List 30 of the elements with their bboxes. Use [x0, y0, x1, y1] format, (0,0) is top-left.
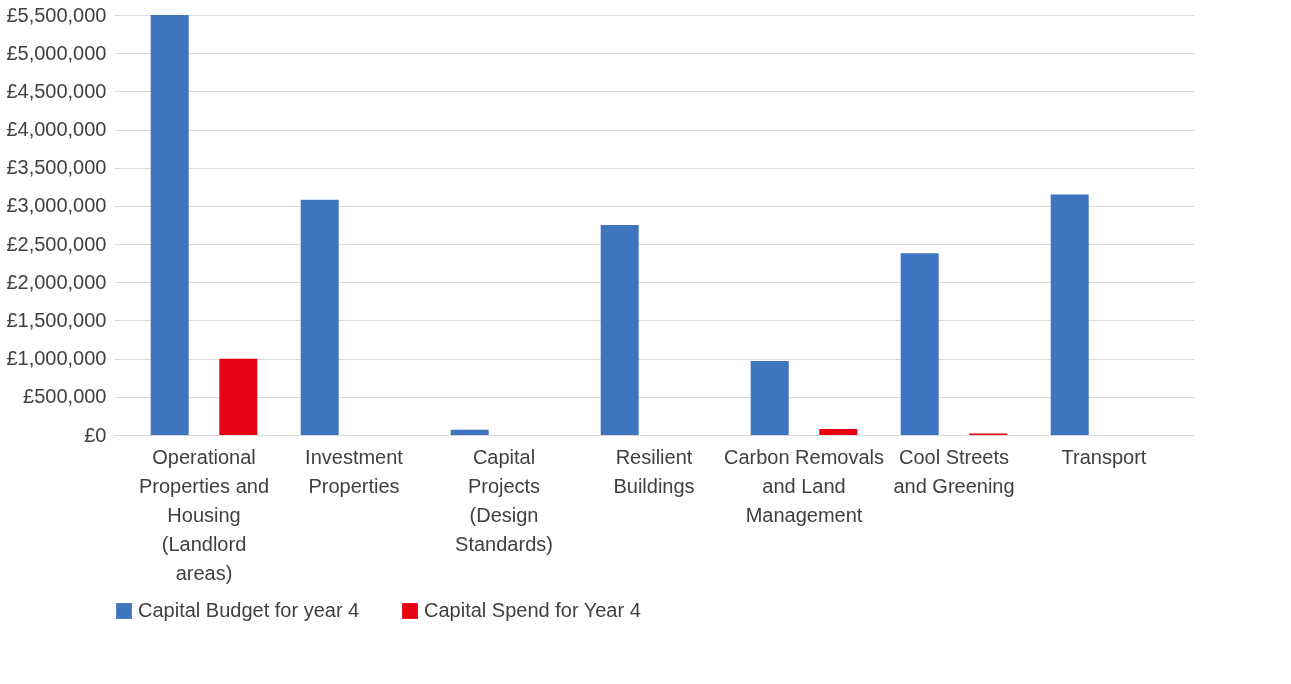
bar: [150, 15, 189, 435]
x-tick-label: Operational Properties and Housing (Landlord areas): [138, 445, 270, 584]
legend-label: Capital Budget for year 4: [138, 599, 360, 621]
bar: [750, 360, 789, 435]
y-tick-label: £2,000,000: [6, 270, 107, 293]
y-tick-label: £3,000,000: [6, 194, 107, 217]
bar: [819, 428, 858, 435]
y-tick-label: £500,000: [23, 385, 107, 408]
x-tick-label: Carbon Removals and Land Management: [723, 445, 885, 526]
x-tick-label: Investment Properties: [305, 445, 404, 497]
x-tick-label: Transport: [1061, 445, 1147, 468]
y-tick-label: £3,500,000: [6, 156, 107, 179]
y-tick-label: £1,000,000: [6, 347, 107, 370]
bar: [600, 225, 639, 435]
y-tick-label: £5,500,000: [6, 3, 107, 26]
bar: [1050, 194, 1089, 435]
y-tick-label: £2,500,000: [6, 232, 107, 255]
y-tick-label: £5,000,000: [6, 41, 107, 64]
bar: [900, 253, 939, 435]
y-tick-label: £0: [84, 423, 107, 446]
y-tick-label: £1,500,000: [6, 308, 107, 331]
x-tick-label: Cool Streets and Greening: [893, 445, 1015, 497]
y-tick-label: £4,500,000: [6, 79, 107, 102]
x-tick-label: Resilient Buildings: [613, 445, 695, 497]
bar: [300, 199, 339, 435]
x-tick-label: Capital Projects (Design Standards): [455, 445, 553, 555]
y-tick-label: £4,000,000: [6, 118, 107, 141]
bar: [219, 358, 258, 435]
legend-label: Capital Spend for Year 4: [424, 599, 641, 621]
bar: [450, 429, 489, 435]
